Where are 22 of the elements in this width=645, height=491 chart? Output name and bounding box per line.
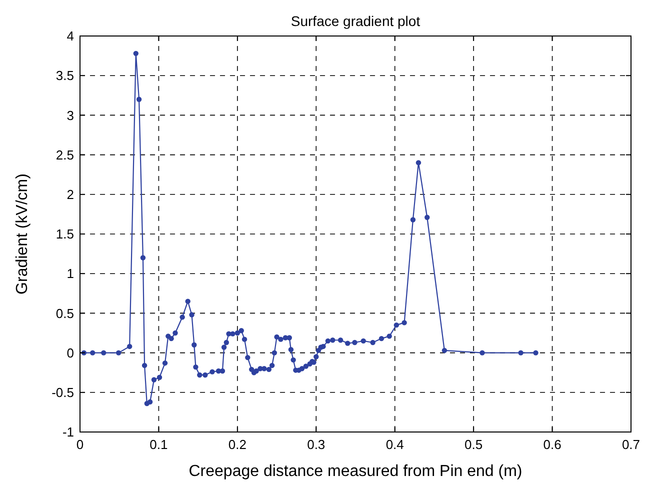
x-axis-title: Creepage distance measured from Pin end (m) <box>188 463 522 480</box>
y-tick-label: 4 <box>66 28 74 44</box>
x-tick-label: 0.6 <box>543 437 562 452</box>
chart-title: Surface gradient plot <box>290 13 420 29</box>
y-tick-label: 3.5 <box>56 68 74 84</box>
x-tick-label: 0.7 <box>622 437 640 452</box>
y-tick-label: 2 <box>66 186 74 202</box>
x-tick-label: 0.5 <box>464 437 483 452</box>
x-tick-label: 0.3 <box>307 437 326 452</box>
x-tick-label: 0 <box>76 437 84 452</box>
y-tick-label: 1.5 <box>56 226 74 242</box>
y-tick-label: 3 <box>66 108 74 123</box>
y-tick-label: -0.5 <box>52 384 74 400</box>
x-tick-label: 0.2 <box>228 437 246 452</box>
y-tick-label: 0.5 <box>56 306 74 321</box>
x-tick-label: 0.1 <box>150 437 168 452</box>
y-tick-label: 0 <box>66 345 74 360</box>
y-tick-label: 2.5 <box>56 147 74 162</box>
y-tick-label: -1 <box>62 424 74 440</box>
x-tick-label: 0.4 <box>386 437 404 452</box>
y-tick-label: 1 <box>66 266 74 282</box>
y-axis-title: Gradient (kV/cm) <box>14 174 31 294</box>
